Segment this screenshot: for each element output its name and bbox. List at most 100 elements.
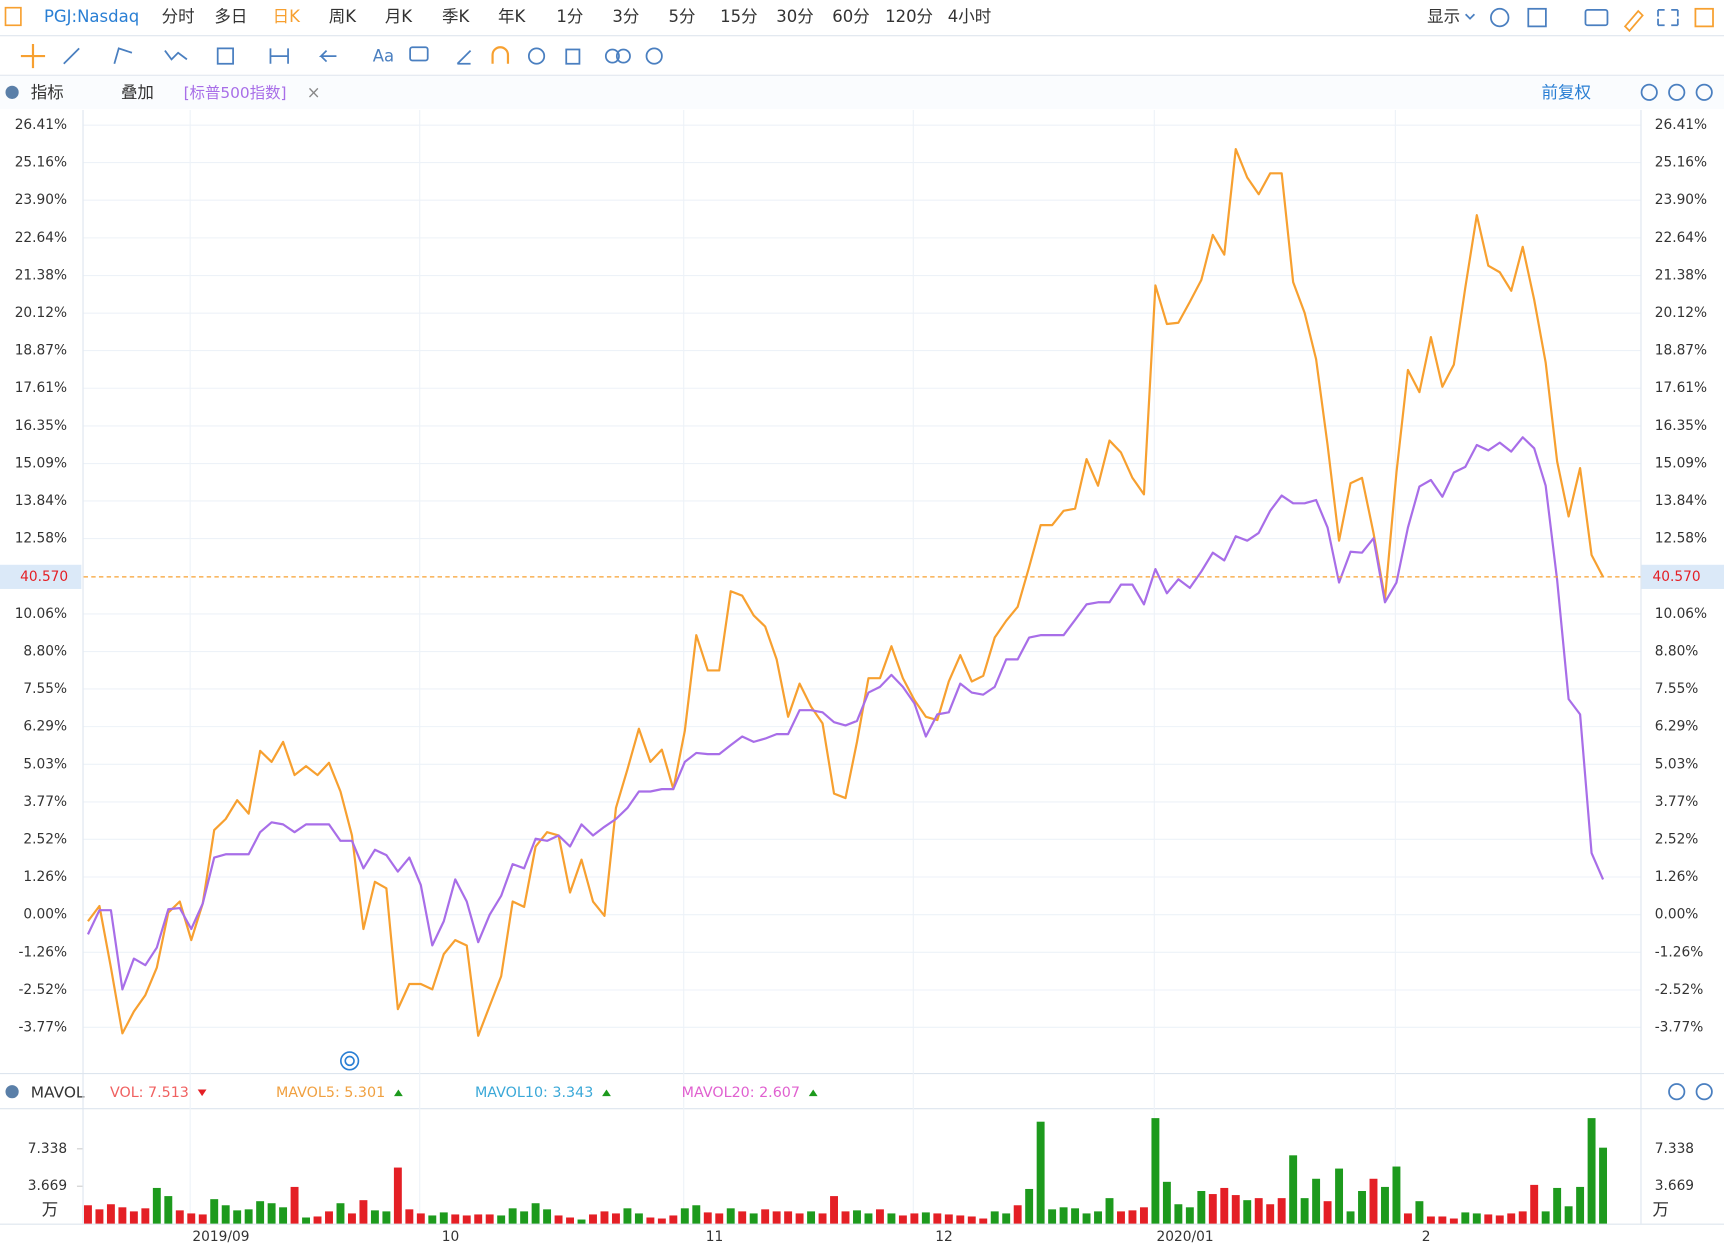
- volume-bar: [715, 1213, 724, 1224]
- zoom-out[interactable]: [1640, 83, 1658, 101]
- period-tab[interactable]: 季K: [442, 7, 470, 26]
- y-tick-label: 22.64%: [1655, 230, 1707, 246]
- zoom-in[interactable]: [1668, 83, 1686, 101]
- volume-bar: [543, 1209, 552, 1224]
- chart-settings[interactable]: [1695, 83, 1713, 101]
- arrow-tool[interactable]: [318, 49, 337, 63]
- tool-settings[interactable]: [645, 47, 663, 65]
- fullscreen-icon[interactable]: [1657, 9, 1679, 27]
- period-tab[interactable]: 15分: [720, 7, 757, 26]
- volume-bar: [887, 1213, 896, 1224]
- volume-bar: [1128, 1210, 1137, 1224]
- volume-bar: [175, 1210, 184, 1224]
- close-indicator[interactable]: [1668, 1083, 1686, 1101]
- volume-bar: [1484, 1214, 1493, 1224]
- x-tick-label: 2019/09: [192, 1229, 249, 1245]
- volume-bar: [1071, 1208, 1080, 1224]
- volume-bar: [600, 1211, 609, 1224]
- trend-arrow: [197, 1089, 207, 1097]
- collapse-icon[interactable]: [5, 1085, 19, 1099]
- volume-bar: [933, 1213, 942, 1224]
- y-tick-label: -2.52%: [18, 982, 67, 998]
- volume-bar: [1151, 1118, 1160, 1224]
- magnet-tool[interactable]: [491, 46, 510, 64]
- y-tick-label: 3.669: [1655, 1178, 1694, 1194]
- period-tab[interactable]: 分时: [162, 7, 195, 26]
- move-tool[interactable]: [20, 43, 46, 69]
- screenshot-icon[interactable]: [1584, 9, 1609, 27]
- price-line: [86, 436, 1605, 991]
- wave-tool[interactable]: [164, 50, 188, 61]
- volume-bar: [956, 1215, 965, 1224]
- volume-bar: [703, 1212, 712, 1224]
- overlay-menu[interactable]: 叠加: [121, 83, 154, 102]
- volume-bar: [210, 1199, 219, 1224]
- indicator-settings[interactable]: [1695, 1083, 1713, 1101]
- volume-title: MAVOL: [31, 1083, 85, 1101]
- period-tab[interactable]: 3分: [612, 7, 639, 26]
- volume-bar: [1002, 1213, 1011, 1224]
- period-tab[interactable]: 4小时: [948, 7, 991, 26]
- period-tab[interactable]: 多日: [214, 7, 247, 26]
- settings-icon[interactable]: [1490, 7, 1510, 28]
- period-tab[interactable]: 30分: [776, 7, 813, 26]
- volume-bar: [761, 1209, 770, 1224]
- layout-icon[interactable]: [1527, 7, 1547, 28]
- period-tab[interactable]: 5分: [668, 7, 695, 26]
- event-marker: [344, 1055, 355, 1067]
- display-menu[interactable]: 显示: [1427, 7, 1460, 26]
- x-tick-label: 11: [706, 1229, 723, 1245]
- overlay-name: [标普500指数]: [184, 84, 287, 102]
- sidebar-toggle[interactable]: [4, 6, 22, 27]
- volume-bar: [818, 1213, 827, 1224]
- adjust-menu[interactable]: 前复权: [1541, 83, 1590, 102]
- draw-icon[interactable]: [1623, 9, 1644, 33]
- line-tool[interactable]: [63, 47, 80, 65]
- volume-bar: [611, 1213, 620, 1224]
- y-tick-label: 25.16%: [15, 155, 67, 171]
- period-tab[interactable]: 60分: [832, 7, 869, 26]
- y-tick-label: 17.61%: [1655, 380, 1707, 396]
- volume-bar: [784, 1211, 793, 1224]
- angle-tool[interactable]: [456, 49, 472, 65]
- text-tool[interactable]: Aa: [373, 47, 394, 66]
- panel-icon[interactable]: [1694, 7, 1714, 28]
- y-tick-label: 2.52%: [23, 831, 67, 847]
- volume-bar: [1472, 1213, 1481, 1224]
- y-tick-label: 10.06%: [15, 606, 67, 622]
- volume-bar: [129, 1211, 138, 1224]
- period-tab[interactable]: 年K: [498, 7, 526, 26]
- compare-tool[interactable]: [615, 48, 631, 64]
- volume-bar: [1289, 1155, 1298, 1224]
- y-tick-label: 16.35%: [1655, 418, 1707, 434]
- volume-bar: [1243, 1200, 1252, 1224]
- y-tick-label: 0.00%: [1655, 907, 1699, 923]
- y-tick-label: 21.38%: [1655, 268, 1707, 284]
- hide-tool[interactable]: [527, 47, 546, 65]
- y-tick-label: 15.09%: [1655, 456, 1707, 472]
- measure-tool[interactable]: [269, 48, 289, 64]
- y-tick-label: 8.80%: [23, 644, 67, 660]
- volume-bar: [669, 1215, 678, 1224]
- event-marker[interactable]: [340, 1051, 360, 1071]
- compare-tool[interactable]: [604, 48, 620, 64]
- period-tab[interactable]: 1分: [556, 7, 583, 26]
- collapse-icon[interactable]: [5, 85, 19, 99]
- period-tab[interactable]: 月K: [385, 7, 413, 26]
- y-tick-label: -1.26%: [18, 944, 67, 960]
- delete-tool[interactable]: [565, 48, 581, 65]
- volume-bar: [1541, 1211, 1550, 1224]
- volume-bar: [1139, 1207, 1148, 1224]
- volume-bar: [313, 1216, 322, 1224]
- period-tab[interactable]: 周K: [329, 7, 357, 26]
- channel-tool[interactable]: [113, 47, 133, 65]
- period-tab[interactable]: 日K: [273, 7, 301, 26]
- volume-bar: [451, 1214, 460, 1224]
- indicator-menu[interactable]: 指标: [31, 83, 64, 102]
- fib-tool[interactable]: [216, 47, 234, 65]
- note-tool[interactable]: [409, 46, 429, 62]
- remove-overlay[interactable]: ×: [307, 83, 321, 102]
- period-tab[interactable]: 120分: [885, 7, 933, 26]
- volume-bar: [1358, 1190, 1366, 1224]
- symbol[interactable]: PGJ:Nasdaq: [44, 7, 139, 26]
